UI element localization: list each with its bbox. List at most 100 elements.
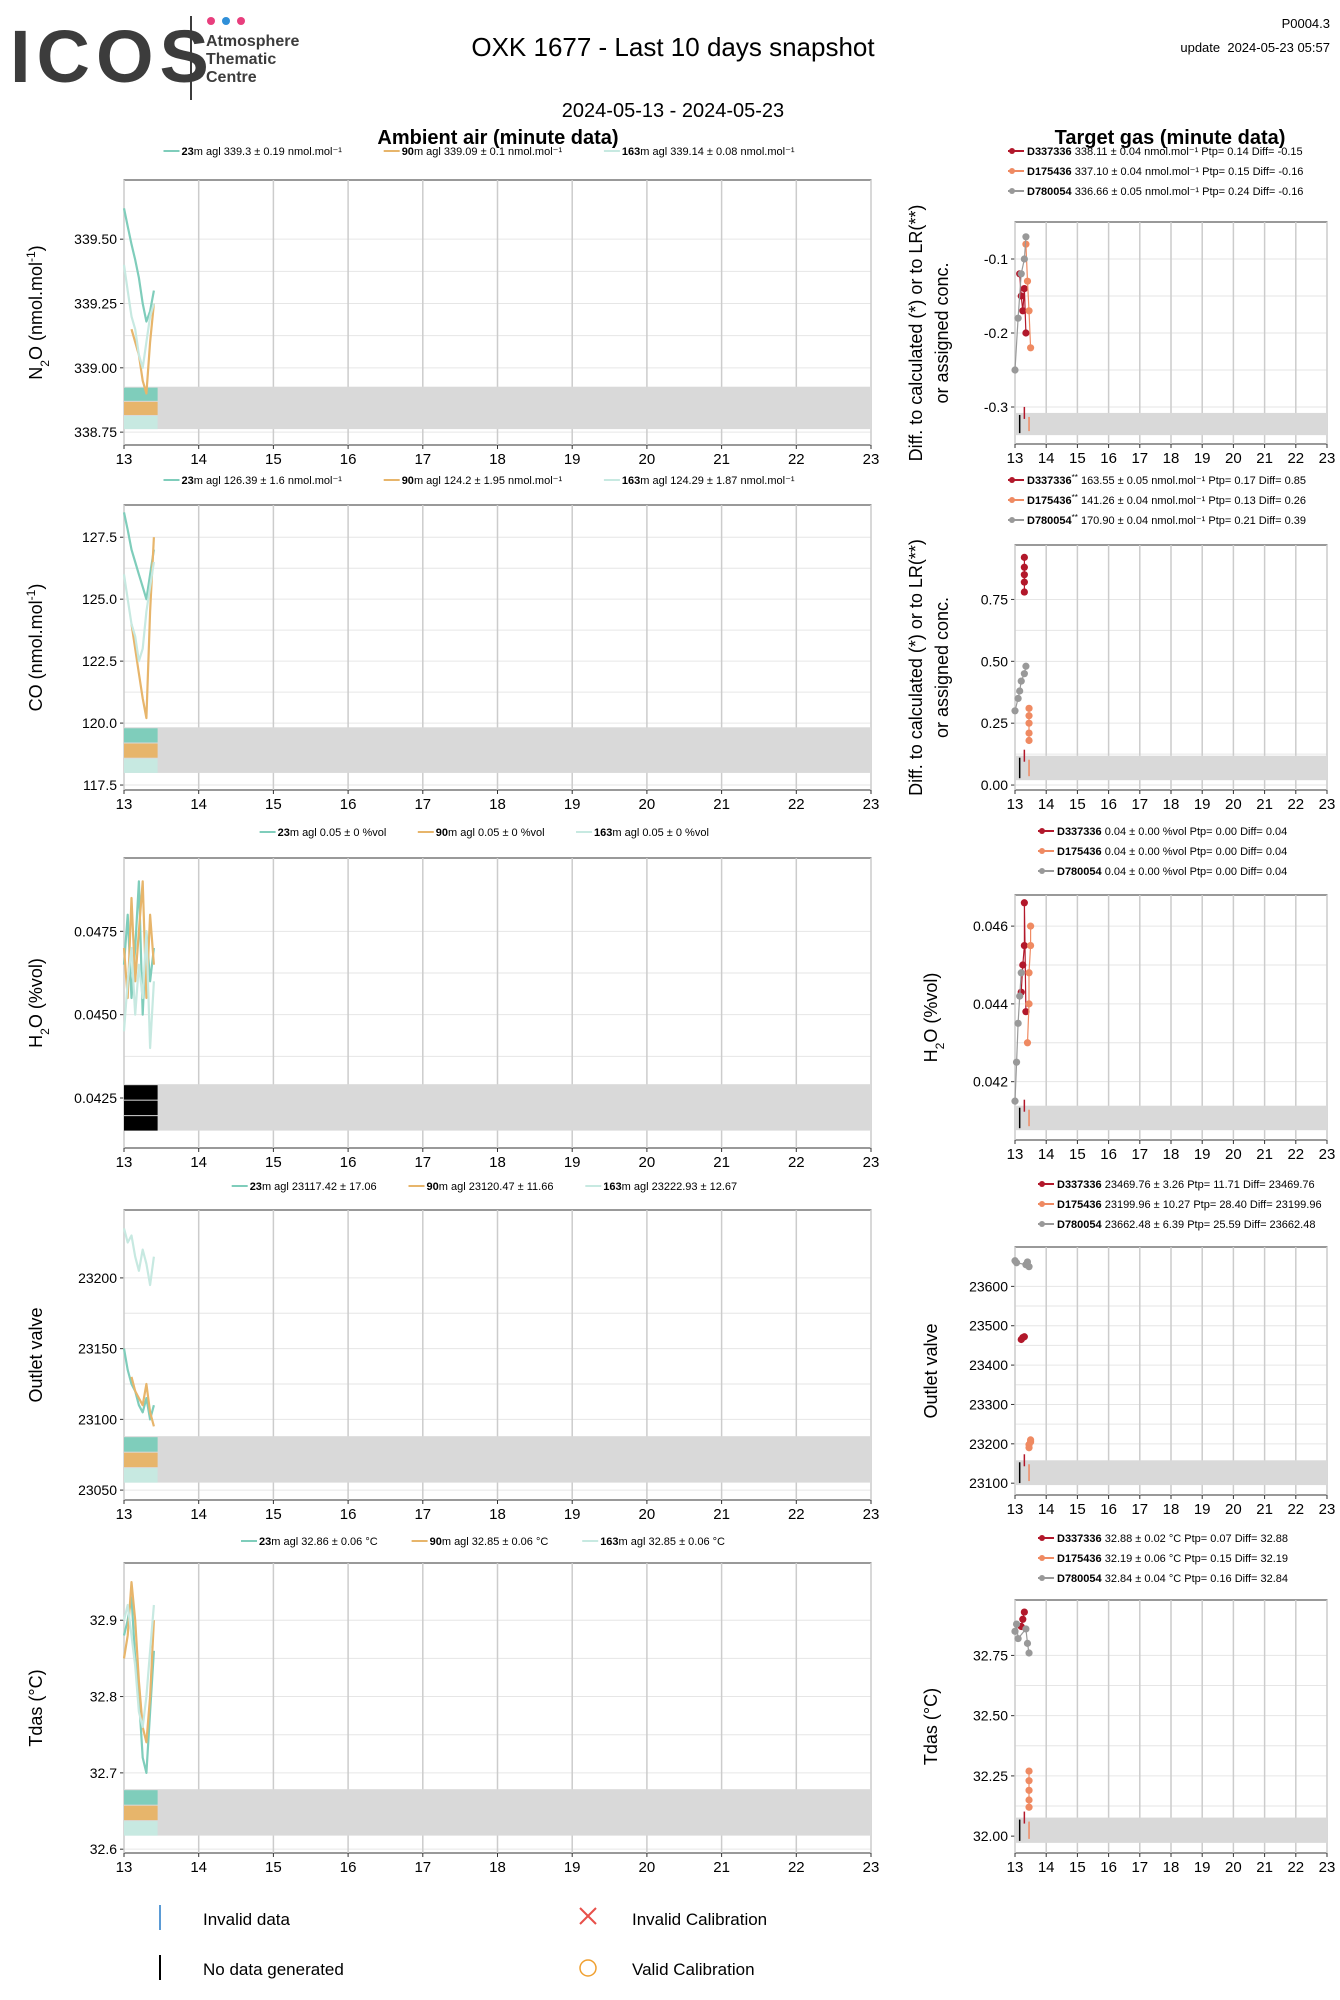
legend-entry: 23m agl 23117.42 ± 17.06 bbox=[250, 1181, 377, 1193]
data-point-D175436 bbox=[1025, 1777, 1033, 1785]
y-tick-label: 127.5 bbox=[82, 529, 117, 545]
status-strip bbox=[124, 1821, 158, 1836]
y-tick-label: 0.044 bbox=[973, 996, 1008, 1012]
x-tick-label: 13 bbox=[116, 451, 133, 468]
legend-text: m agl 32.85 ± 0.06 °C bbox=[619, 1536, 725, 1548]
x-tick-label: 19 bbox=[1194, 796, 1211, 813]
data-point-D175436 bbox=[1025, 712, 1033, 720]
y-tick-label: 117.5 bbox=[83, 777, 117, 793]
legend-entry: D337336 0.04 ± 0.00 %vol Ptp= 0.00 Diff=… bbox=[1057, 826, 1287, 838]
x-tick-label: 16 bbox=[340, 451, 357, 468]
x-tick-label: 15 bbox=[265, 1506, 282, 1523]
status-strip bbox=[124, 1116, 158, 1131]
y-tick-label: 0.0475 bbox=[74, 923, 117, 939]
x-tick-label: 18 bbox=[489, 451, 506, 468]
y-tick-label: 23500 bbox=[969, 1318, 1008, 1334]
legend-cylinder: D175436 bbox=[1027, 495, 1072, 507]
x-tick-label: 21 bbox=[713, 796, 730, 813]
y-tick-label: -0.1 bbox=[984, 251, 1008, 267]
target-section-title: Target gas (minute data) bbox=[1055, 127, 1286, 149]
y-axis-label-part: CO (nmol.mol bbox=[26, 600, 46, 711]
x-tick-label: 19 bbox=[1194, 1146, 1211, 1163]
x-tick-label: 19 bbox=[564, 1859, 581, 1876]
x-tick-label: 17 bbox=[414, 1506, 431, 1523]
legend-text: m agl 23120.47 ± 11.66 bbox=[439, 1181, 554, 1193]
y-axis-label-part: Tdas (°C) bbox=[26, 1669, 46, 1746]
legend-text: m agl 339.09 ± 0.1 nmol.mol⁻¹ bbox=[414, 146, 563, 158]
legend-star: ** bbox=[1072, 513, 1078, 522]
y-tick-label: 125.0 bbox=[82, 591, 117, 607]
data-point-D780054 bbox=[1012, 1620, 1021, 1628]
legend-text: 338.11 ± 0.04 nmol.mol⁻¹ Ptp= 0.14 Diff=… bbox=[1072, 146, 1303, 158]
legend-text: 32.19 ± 0.06 °C Ptp= 0.15 Diff= 32.19 bbox=[1102, 1553, 1288, 1565]
chart-panel-target-2: 0.00 0.25 0.50 0.75 13 14 15 16 17 18 19 20 21 22 23 Di… bbox=[906, 473, 1335, 814]
orange-circle-icon bbox=[579, 1959, 597, 1977]
legend-entry: D780054 32.84 ± 0.04 °C Ptp= 0.16 Diff= … bbox=[1057, 1573, 1288, 1585]
legend-valid-calibration: Valid Calibration bbox=[632, 1960, 755, 1979]
data-point-D780054 bbox=[1012, 1058, 1021, 1066]
chart-panel-ambient-2: 117.5 120.0 122.5 125.0 127.5 13 14 15 16 17 18 19 2… bbox=[24, 475, 879, 813]
legend-cylinder: D175436 bbox=[1057, 1199, 1102, 1211]
data-point-D780054 bbox=[1014, 1019, 1022, 1027]
y-axis-label-part: 2 bbox=[933, 1042, 947, 1049]
x-tick-label: 18 bbox=[489, 1154, 506, 1171]
series-line-h163 bbox=[122, 1228, 155, 1287]
x-tick-label: 23 bbox=[1319, 1859, 1336, 1876]
y-tick-label: 32.8 bbox=[90, 1689, 117, 1705]
data-point-D780054 bbox=[1017, 677, 1025, 685]
legend-height: 23 bbox=[182, 475, 194, 487]
logo-subtitle-line: Centre bbox=[206, 69, 257, 86]
legend-text: 163.55 ± 0.05 nmol.mol⁻¹ Ptp= 0.17 Diff=… bbox=[1078, 475, 1306, 487]
quality-band bbox=[124, 386, 871, 430]
y-axis-label: or assigned conc. bbox=[932, 597, 952, 738]
legend-height: 163 bbox=[603, 1181, 621, 1193]
data-point-D175436 bbox=[1025, 1767, 1033, 1775]
y-tick-label: 0.0450 bbox=[74, 1007, 117, 1023]
y-axis-label: Tdas (°C) bbox=[26, 1669, 46, 1746]
x-tick-label: 15 bbox=[265, 451, 282, 468]
legend-height: 163 bbox=[622, 475, 640, 487]
y-tick-label: 0.042 bbox=[973, 1074, 1008, 1090]
x-tick-label: 21 bbox=[1256, 1146, 1273, 1163]
x-tick-label: 13 bbox=[1007, 450, 1024, 467]
header: ICOS Atmosphere Thematic Centre OXK 1677… bbox=[10, 15, 1330, 149]
x-tick-label: 17 bbox=[414, 796, 431, 813]
x-tick-label: 14 bbox=[190, 1859, 207, 1876]
status-strip bbox=[124, 728, 158, 743]
data-point-D780054 bbox=[1011, 1097, 1019, 1105]
legend-height: 90 bbox=[430, 1536, 442, 1548]
data-point-D337336 bbox=[1020, 588, 1028, 596]
data-point-D175436 bbox=[1025, 969, 1033, 977]
data-point-D780054 bbox=[1022, 662, 1030, 670]
legend-text: m agl 0.05 ± 0 %vol bbox=[448, 827, 545, 839]
y-axis-label-part: O (nmol.mol bbox=[26, 262, 46, 360]
chart-panel-target-1: -0.3 -0.2 -0.1 13 14 15 16 17 18 19 20 21 22 23 Diff. … bbox=[906, 146, 1335, 467]
x-tick-label: 21 bbox=[713, 1506, 730, 1523]
data-point-D337336 bbox=[1019, 1615, 1027, 1623]
series-line-h90 bbox=[130, 1376, 155, 1427]
chart-panel-target-4: 23100 23200 23300 23400 23500 23600 13 14 15 16 17… bbox=[921, 1179, 1335, 1518]
legend-cylinder: D337336 bbox=[1027, 475, 1072, 487]
legend-text: m agl 0.05 ± 0 %vol bbox=[612, 827, 709, 839]
x-tick-label: 20 bbox=[1225, 450, 1242, 467]
legend-text: 0.04 ± 0.00 %vol Ptp= 0.00 Diff= 0.04 bbox=[1102, 826, 1288, 838]
x-tick-label: 15 bbox=[1069, 1146, 1086, 1163]
y-tick-label: 32.50 bbox=[973, 1708, 1008, 1724]
x-tick-label: 14 bbox=[1038, 1859, 1055, 1876]
data-point-D780054 bbox=[1011, 366, 1019, 374]
legend-marker-D337336 bbox=[1009, 477, 1015, 483]
legend-entry: D780054 23662.48 ± 6.39 Ptp= 25.59 Diff=… bbox=[1057, 1219, 1315, 1231]
legend-entry: 23m agl 339.3 ± 0.19 nmol.mol⁻¹ bbox=[182, 146, 343, 158]
y-tick-label: 339.00 bbox=[74, 360, 117, 376]
x-tick-label: 15 bbox=[265, 1154, 282, 1171]
data-point-D337336 bbox=[1020, 1333, 1028, 1341]
data-point-D337336 bbox=[1017, 292, 1025, 300]
quality-band bbox=[124, 727, 871, 773]
data-point-D780054 bbox=[1023, 1639, 1032, 1647]
legend-star: ** bbox=[1072, 493, 1078, 502]
x-tick-label: 23 bbox=[1319, 450, 1336, 467]
legend-cylinder: D780054 bbox=[1057, 1219, 1103, 1231]
y-axis-label-part: Outlet valve bbox=[921, 1323, 941, 1418]
data-point-D337336 bbox=[1019, 307, 1027, 315]
